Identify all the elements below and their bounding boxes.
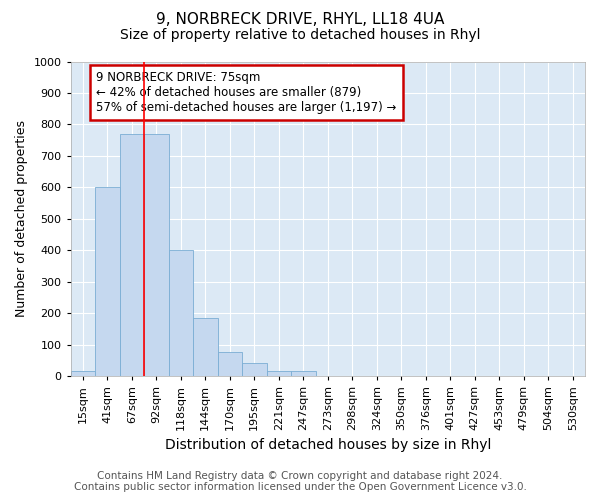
Y-axis label: Number of detached properties: Number of detached properties xyxy=(15,120,28,318)
Text: Size of property relative to detached houses in Rhyl: Size of property relative to detached ho… xyxy=(120,28,480,42)
Text: 9 NORBRECK DRIVE: 75sqm
← 42% of detached houses are smaller (879)
57% of semi-d: 9 NORBRECK DRIVE: 75sqm ← 42% of detache… xyxy=(97,71,397,114)
Bar xyxy=(71,372,95,376)
Text: Contains HM Land Registry data © Crown copyright and database right 2024.
Contai: Contains HM Land Registry data © Crown c… xyxy=(74,471,526,492)
Bar xyxy=(218,352,242,376)
Bar xyxy=(95,188,119,376)
Bar xyxy=(119,134,144,376)
Bar xyxy=(242,364,266,376)
Bar xyxy=(193,318,218,376)
Bar xyxy=(144,134,169,376)
Bar xyxy=(291,372,316,376)
Text: 9, NORBRECK DRIVE, RHYL, LL18 4UA: 9, NORBRECK DRIVE, RHYL, LL18 4UA xyxy=(156,12,444,28)
X-axis label: Distribution of detached houses by size in Rhyl: Distribution of detached houses by size … xyxy=(164,438,491,452)
Bar xyxy=(169,250,193,376)
Bar xyxy=(266,372,291,376)
